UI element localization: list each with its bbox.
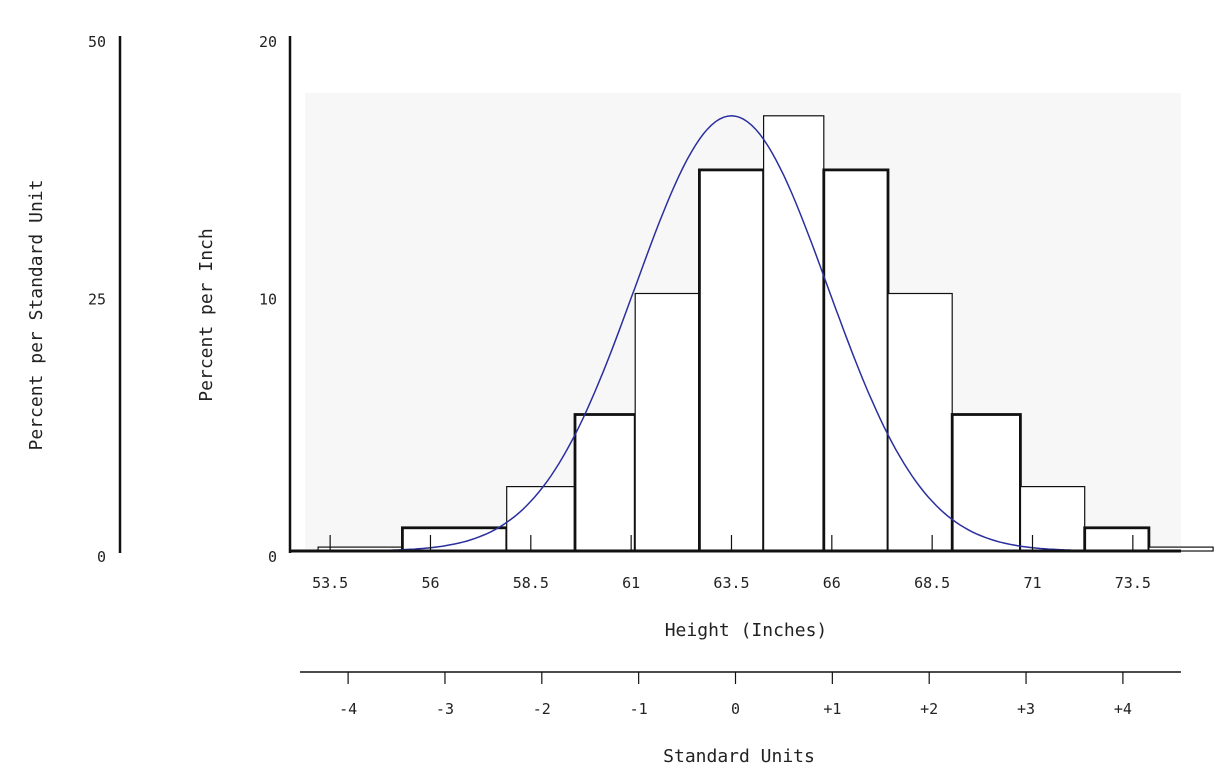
x-tick-label: 66 <box>823 574 841 592</box>
x-tick-label: 71 <box>1023 574 1041 592</box>
x2-tick-label: -1 <box>630 700 648 718</box>
histogram-bar <box>573 413 637 553</box>
y2-ticks-layer: 0 25 50 <box>88 33 106 566</box>
histogram-bar <box>698 168 766 553</box>
histogram-bar <box>1083 526 1151 553</box>
y2-axis-title: Percent per Standard Unit <box>26 180 47 451</box>
x2-ticks-layer: -4 -3 -2 -1 0 +1 +2 +3 +4 <box>339 672 1132 718</box>
x-tick-label: 63.5 <box>713 574 749 592</box>
y2-tick-label: 50 <box>88 33 106 51</box>
x-tick-label: 73.5 <box>1115 574 1151 592</box>
x2-tick-label: 0 <box>731 700 740 718</box>
x-ticks-layer: 53.5 56 58.5 61 63.5 66 68.5 71 73.5 <box>312 535 1151 592</box>
histogram-bar <box>1019 486 1086 552</box>
y-axis-title: Percent per Inch <box>196 228 217 401</box>
x2-tick-label: +4 <box>1114 700 1132 718</box>
x-axis-title: Height (Inches) <box>665 620 828 641</box>
x2-tick-label: -2 <box>533 700 551 718</box>
x2-tick-label: +1 <box>823 700 841 718</box>
y-tick-label: 10 <box>259 291 277 309</box>
x-tick-label: 68.5 <box>914 574 950 592</box>
y-tick-label: 0 <box>268 548 277 566</box>
x2-tick-label: -4 <box>339 700 357 718</box>
normal-curve <box>298 115 1149 552</box>
histogram-bar <box>634 292 701 552</box>
x2-tick-label: +2 <box>920 700 938 718</box>
x2-tick-label: -3 <box>436 700 454 718</box>
bars-layer <box>317 115 1214 553</box>
x-tick-label: 53.5 <box>312 574 348 592</box>
y-tick-label: 20 <box>259 33 277 51</box>
histogram-bar <box>762 115 825 552</box>
histogram-bar <box>950 413 1022 553</box>
histogram-bar <box>506 486 576 552</box>
y-ticks-layer: 0 10 20 <box>259 33 277 566</box>
y2-tick-label: 0 <box>97 548 106 566</box>
x2-axis-title: Standard Units <box>663 746 815 767</box>
x-tick-label: 61 <box>622 574 640 592</box>
x2-tick-label: +3 <box>1017 700 1035 718</box>
x-tick-label: 58.5 <box>513 574 549 592</box>
x-tick-label: 56 <box>421 574 439 592</box>
y2-tick-label: 25 <box>88 291 106 309</box>
